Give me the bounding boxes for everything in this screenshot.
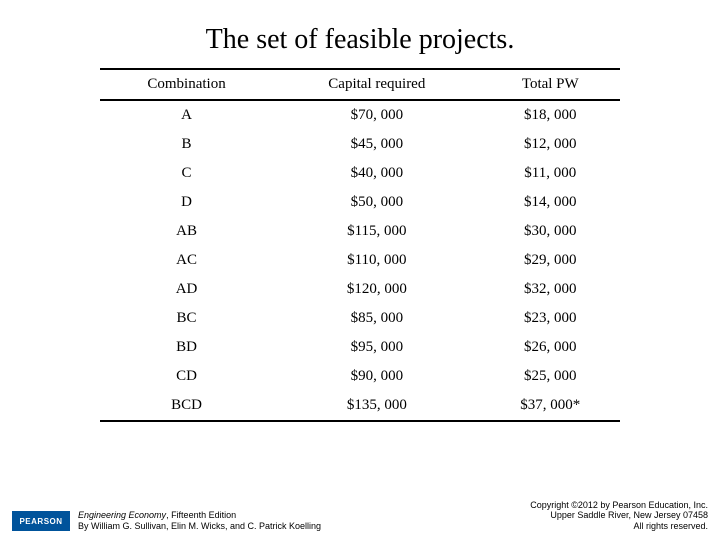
table-row: AD$120, 000$32, 000 xyxy=(100,275,620,304)
table-cell: $26, 000 xyxy=(481,333,620,362)
table-cell: AB xyxy=(100,217,273,246)
table-cell: $85, 000 xyxy=(273,304,480,333)
copyright-line1: Copyright ©2012 by Pearson Education, In… xyxy=(530,500,708,511)
page-title: The set of feasible projects. xyxy=(0,0,720,68)
table-row: C$40, 000$11, 000 xyxy=(100,159,620,188)
table-cell: $135, 000 xyxy=(273,391,480,421)
table-cell: $29, 000 xyxy=(481,246,620,275)
table-cell: BCD xyxy=(100,391,273,421)
table-row: BCD$135, 000$37, 000* xyxy=(100,391,620,421)
table-row: CD$90, 000$25, 000 xyxy=(100,362,620,391)
table-cell: $120, 000 xyxy=(273,275,480,304)
table-cell: $30, 000 xyxy=(481,217,620,246)
footer-left: PEARSON Engineering Economy, Fifteenth E… xyxy=(12,510,321,532)
table-cell: $90, 000 xyxy=(273,362,480,391)
table-row: AC$110, 000$29, 000 xyxy=(100,246,620,275)
table-body: A$70, 000$18, 000B$45, 000$12, 000C$40, … xyxy=(100,100,620,421)
slide-footer: PEARSON Engineering Economy, Fifteenth E… xyxy=(0,500,720,532)
table-row: A$70, 000$18, 000 xyxy=(100,100,620,130)
col-combination: Combination xyxy=(100,69,273,100)
table-cell: BD xyxy=(100,333,273,362)
table-cell: $14, 000 xyxy=(481,188,620,217)
table-cell: $95, 000 xyxy=(273,333,480,362)
table-row: D$50, 000$14, 000 xyxy=(100,188,620,217)
table-row: BD$95, 000$26, 000 xyxy=(100,333,620,362)
pearson-logo: PEARSON xyxy=(12,511,70,531)
table-cell: C xyxy=(100,159,273,188)
table-cell: $37, 000* xyxy=(481,391,620,421)
table-cell: D xyxy=(100,188,273,217)
copyright-line2: Upper Saddle River, New Jersey 07458 xyxy=(530,510,708,521)
book-title-line: Engineering Economy, Fifteenth Edition xyxy=(78,510,321,521)
table-cell: $110, 000 xyxy=(273,246,480,275)
copyright-line3: All rights reserved. xyxy=(530,521,708,532)
table-cell: $115, 000 xyxy=(273,217,480,246)
table-cell: $11, 000 xyxy=(481,159,620,188)
table-cell: $45, 000 xyxy=(273,130,480,159)
table-cell: B xyxy=(100,130,273,159)
table-cell: $40, 000 xyxy=(273,159,480,188)
table-cell: CD xyxy=(100,362,273,391)
table-cell: $32, 000 xyxy=(481,275,620,304)
copyright: Copyright ©2012 by Pearson Education, In… xyxy=(530,500,708,532)
book-info: Engineering Economy, Fifteenth Edition B… xyxy=(78,510,321,532)
table-header-row: Combination Capital required Total PW xyxy=(100,69,620,100)
table-cell: $70, 000 xyxy=(273,100,480,130)
col-total-pw: Total PW xyxy=(481,69,620,100)
book-edition: , Fifteenth Edition xyxy=(166,510,236,520)
table-cell: $50, 000 xyxy=(273,188,480,217)
col-capital-required: Capital required xyxy=(273,69,480,100)
table-cell: AD xyxy=(100,275,273,304)
book-authors: By William G. Sullivan, Elin M. Wicks, a… xyxy=(78,521,321,532)
feasible-projects-table: Combination Capital required Total PW A$… xyxy=(100,68,620,422)
table-row: B$45, 000$12, 000 xyxy=(100,130,620,159)
table-cell: BC xyxy=(100,304,273,333)
table-cell: $12, 000 xyxy=(481,130,620,159)
table-row: AB$115, 000$30, 000 xyxy=(100,217,620,246)
feasible-projects-table-wrap: Combination Capital required Total PW A$… xyxy=(100,68,620,422)
table-cell: $23, 000 xyxy=(481,304,620,333)
table-cell: A xyxy=(100,100,273,130)
table-row: BC$85, 000$23, 000 xyxy=(100,304,620,333)
book-title: Engineering Economy xyxy=(78,510,166,520)
table-cell: $18, 000 xyxy=(481,100,620,130)
table-cell: AC xyxy=(100,246,273,275)
table-cell: $25, 000 xyxy=(481,362,620,391)
